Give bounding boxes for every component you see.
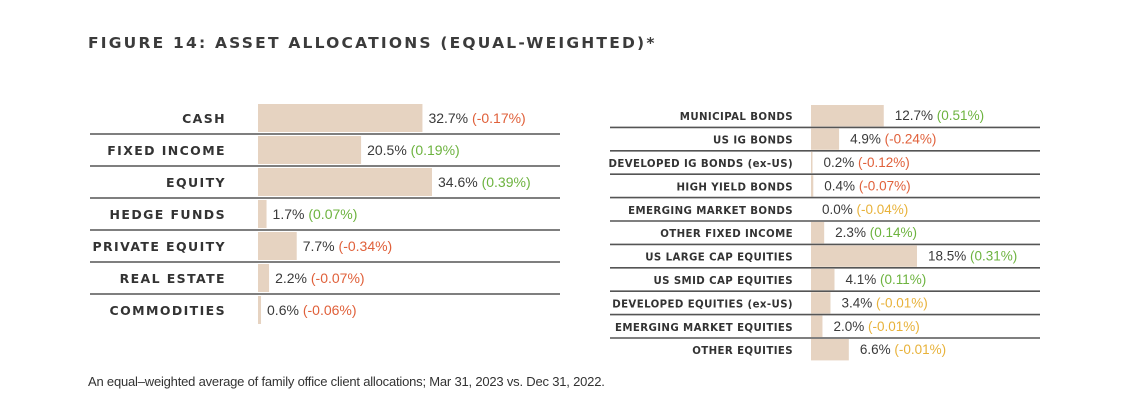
category-label: HIGH YIELD BONDS — [676, 182, 793, 193]
bar — [258, 296, 262, 324]
data-label: 12.7% (0.51%) — [895, 108, 984, 123]
change-label: (-0.01%) — [876, 295, 928, 310]
category-label: MUNICIPAL BONDS — [680, 112, 793, 123]
data-label: 2.2% (-0.07%) — [275, 270, 365, 286]
category-label: HEDGE FUNDS — [110, 207, 226, 222]
bar — [258, 168, 432, 196]
value-label: 2.2% — [275, 270, 311, 286]
bar — [811, 222, 825, 244]
value-label: 12.7% — [895, 108, 937, 123]
change-label: (-0.24%) — [885, 132, 937, 147]
data-label: 20.5% (0.19%) — [367, 142, 460, 158]
category-label: DEVELOPED EQUITIES (ex-US) — [612, 299, 793, 310]
footnote: An equal–weighted average of family offi… — [88, 374, 605, 389]
change-label: (0.39%) — [482, 174, 531, 190]
bar — [811, 339, 849, 361]
category-label: FIXED INCOME — [107, 143, 226, 158]
value-label: 2.3% — [835, 225, 870, 240]
change-label: (0.31%) — [970, 249, 1017, 264]
change-label: (0.07%) — [308, 206, 357, 222]
data-label: 0.6% (-0.06%) — [267, 302, 357, 318]
data-label: 0.0% (-0.04%) — [822, 202, 908, 217]
change-label: (-0.34%) — [339, 238, 393, 254]
data-label: 32.7% (-0.17%) — [428, 110, 525, 126]
category-label: REAL ESTATE — [120, 271, 226, 286]
category-label: CASH — [182, 111, 226, 126]
change-label: (-0.07%) — [859, 178, 911, 193]
change-label: (-0.07%) — [311, 270, 365, 286]
value-label: 4.1% — [845, 272, 880, 287]
category-label: EMERGING MARKET EQUITIES — [615, 323, 793, 334]
data-label: 2.0% (-0.01%) — [833, 319, 919, 334]
category-label: PRIVATE EQUITY — [92, 239, 226, 254]
change-label: (0.11%) — [880, 272, 926, 287]
value-label: 0.6% — [267, 302, 303, 318]
bar — [811, 151, 813, 174]
data-label: 34.6% (0.39%) — [438, 174, 531, 190]
data-label: 4.1% (0.11%) — [845, 272, 926, 287]
category-label: DEVELOPED IG BONDS (ex-US) — [609, 159, 794, 170]
category-label: EQUITY — [166, 175, 226, 190]
value-label: 34.6% — [438, 174, 482, 190]
bar — [811, 105, 884, 127]
change-label: (-0.12%) — [858, 155, 910, 170]
data-label: 4.9% (-0.24%) — [850, 132, 936, 147]
bar — [258, 136, 362, 164]
category-label: US SMID CAP EQUITIES — [653, 276, 793, 287]
value-label: 0.4% — [824, 178, 859, 193]
change-label: (-0.01%) — [894, 342, 946, 357]
category-label: OTHER FIXED INCOME — [660, 229, 793, 240]
bar — [258, 264, 270, 292]
category-label: US IG BONDS — [713, 136, 793, 147]
bar — [811, 292, 831, 314]
value-label: 1.7% — [273, 206, 309, 222]
data-label: 0.2% (-0.12%) — [824, 155, 910, 170]
value-label: 3.4% — [841, 295, 876, 310]
change-label: (-0.17%) — [472, 110, 526, 126]
value-label: 32.7% — [428, 110, 472, 126]
change-label: (-0.04%) — [857, 202, 909, 217]
data-label: 1.7% (0.07%) — [273, 206, 358, 222]
data-label: 7.7% (-0.34%) — [303, 238, 393, 254]
bar — [811, 128, 840, 150]
data-label: 2.3% (0.14%) — [835, 225, 917, 240]
change-label: (-0.06%) — [303, 302, 357, 318]
bar — [258, 200, 267, 228]
data-label: 0.4% (-0.07%) — [824, 178, 910, 193]
bar — [258, 104, 423, 132]
category-label: US LARGE CAP EQUITIES — [645, 253, 793, 264]
bar — [811, 315, 823, 337]
bar — [811, 245, 917, 267]
value-label: 0.2% — [824, 155, 859, 170]
change-label: (0.19%) — [411, 142, 460, 158]
change-label: (-0.01%) — [868, 319, 920, 334]
value-label: 4.9% — [850, 132, 885, 147]
value-label: 7.7% — [303, 238, 339, 254]
value-label: 6.6% — [860, 342, 895, 357]
change-label: (0.51%) — [937, 108, 984, 123]
bar — [258, 232, 297, 260]
data-label: 18.5% (0.31%) — [928, 249, 1017, 264]
data-label: 6.6% (-0.01%) — [860, 342, 946, 357]
value-label: 18.5% — [928, 249, 970, 264]
category-label: COMMODITIES — [110, 303, 226, 318]
data-label: 3.4% (-0.01%) — [841, 295, 927, 310]
change-label: (0.14%) — [870, 225, 917, 240]
value-label: 2.0% — [833, 319, 868, 334]
value-label: 0.0% — [822, 202, 857, 217]
figure-title: FIGURE 14: ASSET ALLOCATIONS (EQUAL-WEIG… — [88, 34, 657, 52]
bar — [811, 175, 814, 197]
bar — [811, 268, 835, 291]
value-label: 20.5% — [367, 142, 411, 158]
category-label: OTHER EQUITIES — [692, 346, 793, 357]
category-label: EMERGING MARKET BONDS — [628, 206, 793, 217]
